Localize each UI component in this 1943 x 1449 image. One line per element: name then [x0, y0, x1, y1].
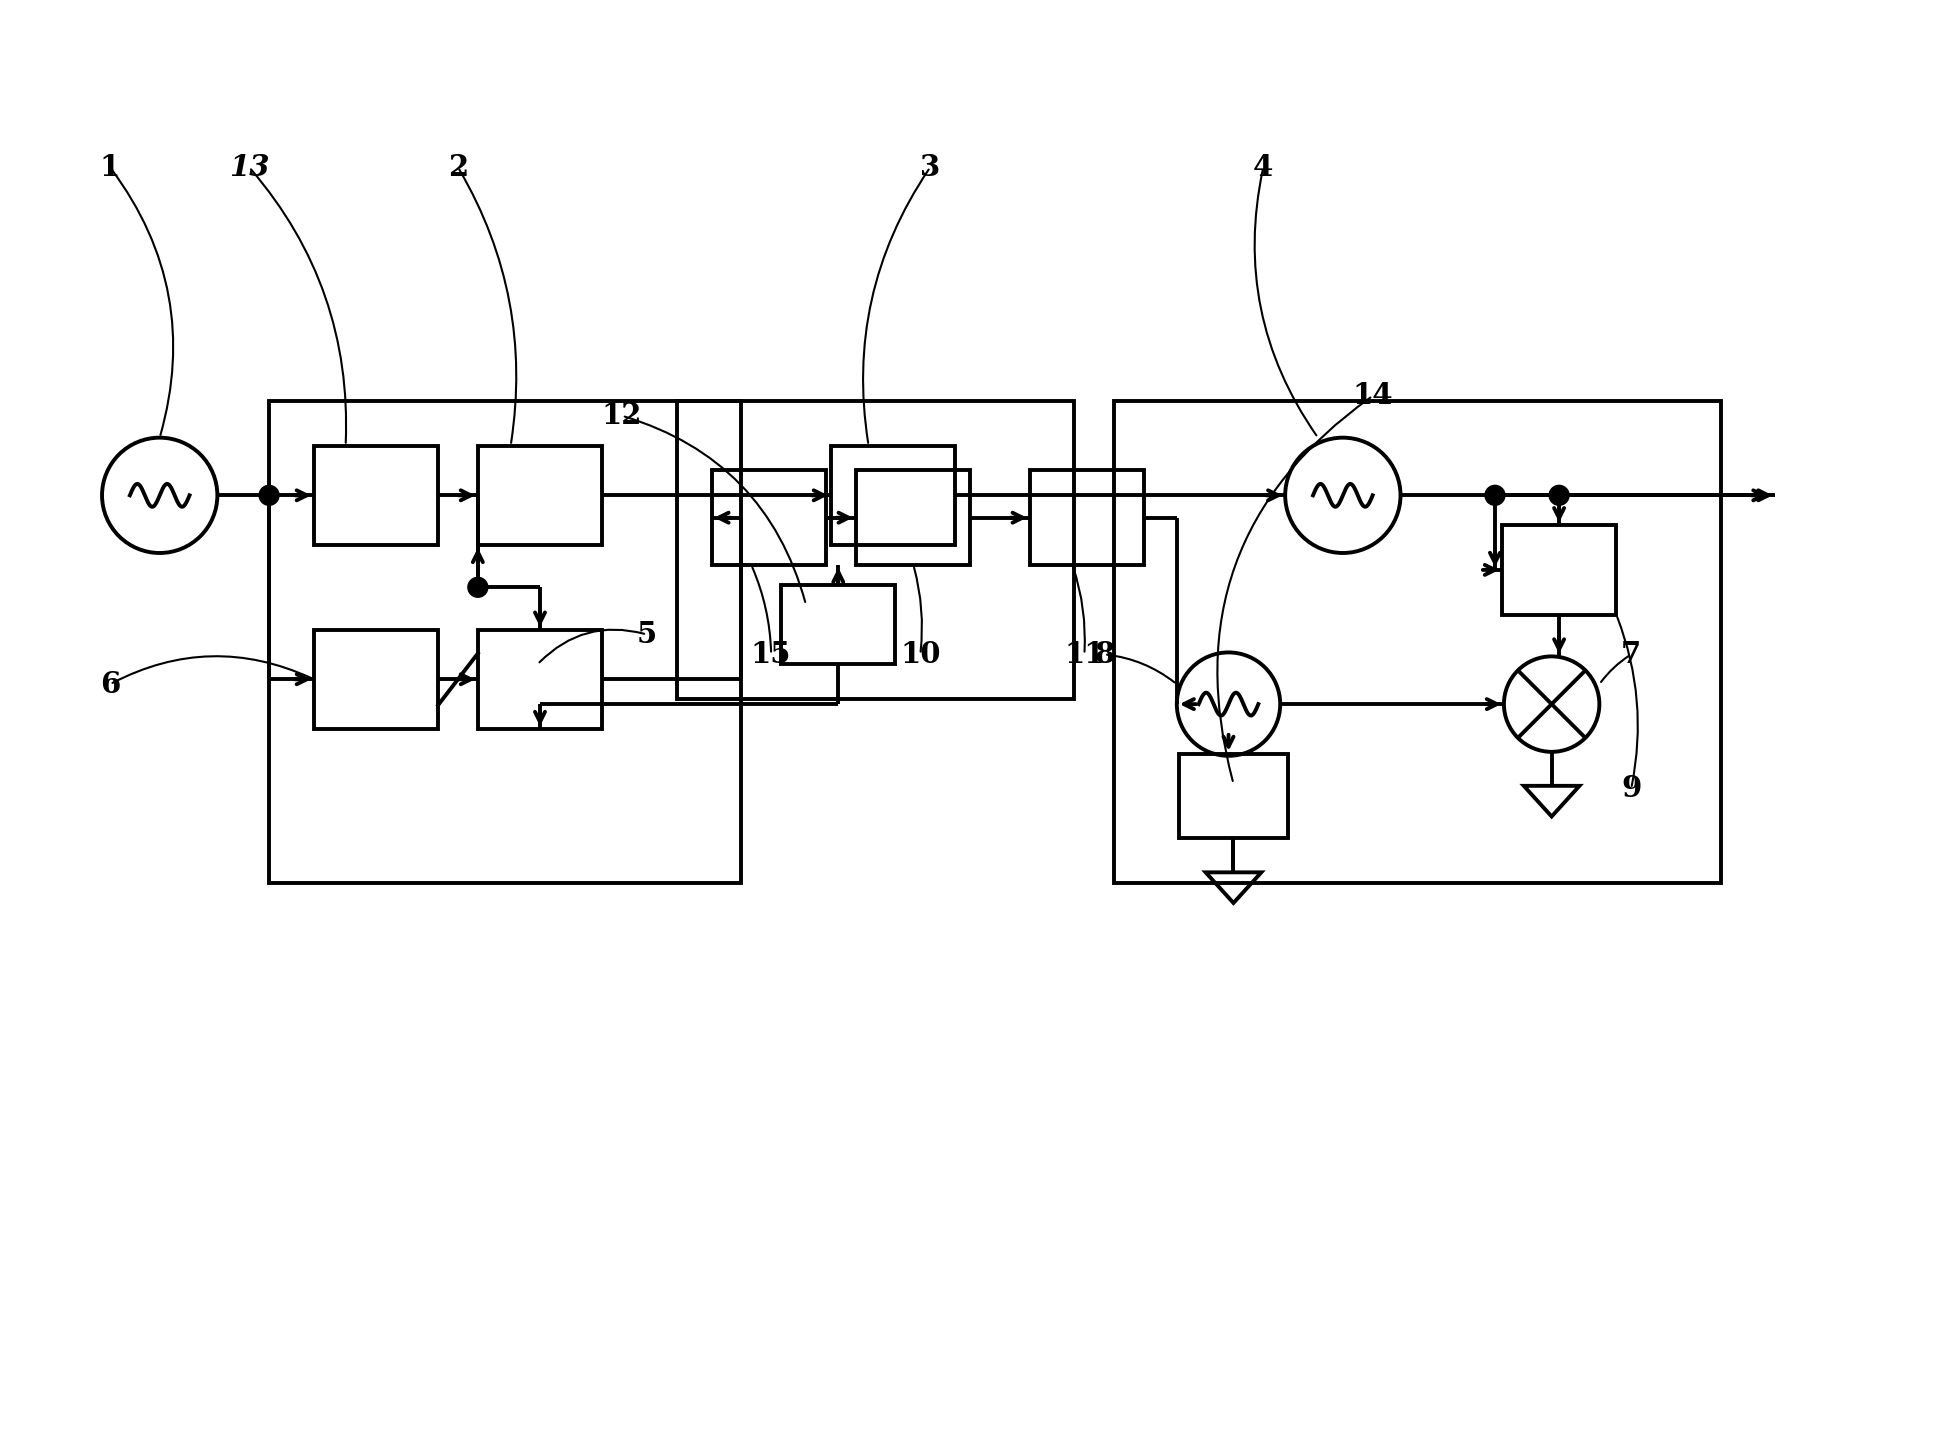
Text: 10: 10: [900, 640, 940, 669]
Bar: [315, 446, 437, 545]
Text: 12: 12: [602, 401, 643, 430]
Bar: [781, 585, 896, 664]
Bar: [1030, 471, 1144, 565]
Text: 15: 15: [750, 640, 791, 669]
Text: 9: 9: [1620, 774, 1642, 803]
Text: 11: 11: [1065, 640, 1106, 669]
Circle shape: [258, 485, 280, 506]
Bar: [268, 401, 742, 882]
Text: 3: 3: [921, 152, 940, 181]
Bar: [676, 401, 1074, 700]
Text: 1: 1: [99, 152, 120, 181]
Bar: [1179, 753, 1288, 839]
Circle shape: [1484, 485, 1506, 506]
Text: 13: 13: [229, 152, 270, 181]
Circle shape: [468, 577, 488, 597]
Text: 5: 5: [637, 620, 657, 649]
Bar: [1502, 525, 1617, 614]
Bar: [478, 629, 602, 729]
Text: 6: 6: [99, 669, 120, 698]
Bar: [478, 446, 602, 545]
Text: 8: 8: [1094, 640, 1115, 669]
Circle shape: [1549, 485, 1570, 506]
Text: 7: 7: [1620, 640, 1642, 669]
Bar: [1113, 401, 1721, 882]
Bar: [832, 446, 956, 545]
Bar: [315, 629, 437, 729]
Bar: [711, 471, 826, 565]
Text: 4: 4: [1253, 152, 1273, 181]
Text: 2: 2: [447, 152, 468, 181]
Text: 14: 14: [1352, 381, 1393, 410]
Bar: [855, 471, 970, 565]
